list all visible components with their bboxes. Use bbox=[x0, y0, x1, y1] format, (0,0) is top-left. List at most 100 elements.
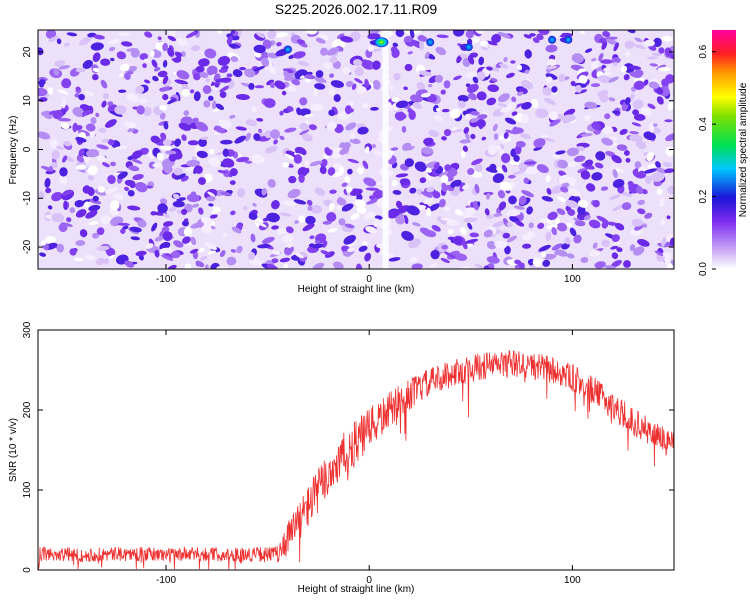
spectral-blob bbox=[341, 203, 354, 212]
spectral-blob bbox=[467, 167, 475, 176]
spectral-blob bbox=[550, 30, 563, 38]
spectral-blob bbox=[244, 132, 252, 142]
spectral-blob bbox=[426, 186, 435, 193]
spectral-blob bbox=[248, 82, 255, 90]
spectral-blob bbox=[198, 177, 206, 185]
spectral-blob bbox=[371, 143, 377, 149]
spectral-blob bbox=[580, 256, 589, 264]
spectral-blob bbox=[253, 44, 266, 54]
y-tick-label: 0 bbox=[22, 567, 33, 573]
x-tick-label: 100 bbox=[564, 575, 581, 586]
spectral-blob bbox=[267, 30, 277, 39]
spectral-blob bbox=[314, 83, 326, 90]
spectral-blob bbox=[486, 40, 498, 46]
spectral-blob bbox=[53, 68, 60, 76]
spectral-blob bbox=[356, 205, 367, 214]
spectral-blob bbox=[453, 30, 465, 37]
spectral-blob bbox=[145, 243, 154, 249]
spectral-blob bbox=[389, 85, 394, 91]
spectral-blob bbox=[88, 204, 101, 212]
spectral-blob bbox=[338, 196, 343, 201]
spectral-blob bbox=[333, 261, 344, 269]
spectral-blob bbox=[202, 85, 212, 94]
spectral-blob bbox=[656, 96, 664, 105]
spectral-blob bbox=[204, 264, 209, 269]
spectral-blob bbox=[471, 158, 483, 166]
spectral-blob bbox=[266, 79, 275, 86]
colorbar-label: Normalized spectral amplitude bbox=[738, 82, 749, 217]
spectral-blob bbox=[392, 189, 402, 195]
spectral-blob bbox=[440, 175, 449, 183]
spectral-blob bbox=[219, 91, 227, 98]
spectral-blob bbox=[295, 252, 304, 259]
spectral-blob bbox=[610, 245, 618, 250]
spectral-blob bbox=[200, 136, 209, 140]
spectral-blob bbox=[174, 51, 183, 58]
spectral-blob bbox=[60, 122, 70, 130]
spectral-blob bbox=[511, 111, 518, 116]
spectral-blob bbox=[174, 79, 189, 85]
spectral-blob bbox=[96, 154, 106, 163]
spectral-blob bbox=[651, 52, 662, 57]
spectral-blob bbox=[236, 156, 250, 163]
spectral-blob bbox=[271, 225, 279, 230]
spectral-blob bbox=[454, 209, 463, 216]
spectral-blob bbox=[416, 188, 423, 196]
colorbar-axis: 0.0 0.2 0.4 0.6 bbox=[698, 44, 716, 276]
spectral-blob bbox=[85, 210, 98, 219]
spectral-blob bbox=[48, 110, 57, 115]
spectral-blob bbox=[504, 117, 517, 125]
spectral-blob bbox=[156, 152, 164, 161]
spectral-blob bbox=[339, 147, 350, 155]
spectral-blob bbox=[412, 102, 422, 109]
spectral-blob bbox=[162, 252, 175, 259]
spectral-blob bbox=[364, 146, 370, 154]
spectral-blob bbox=[605, 151, 616, 157]
spectral-blob bbox=[66, 32, 78, 37]
spectral-blob bbox=[69, 207, 76, 214]
spectral-blob bbox=[508, 195, 517, 205]
spectral-blob bbox=[291, 78, 301, 86]
spectral-blob bbox=[81, 109, 93, 116]
spectral-blob bbox=[453, 236, 463, 245]
spectral-blob bbox=[253, 66, 266, 72]
spectral-blob bbox=[127, 205, 141, 211]
spectral-blob bbox=[585, 183, 596, 192]
y-tick-label: -10 bbox=[22, 191, 33, 206]
spectral-blob bbox=[592, 200, 600, 208]
spectral-blob bbox=[500, 153, 511, 164]
spectral-blob bbox=[526, 206, 533, 215]
spectral-blob bbox=[168, 206, 177, 212]
spectral-blob bbox=[416, 82, 426, 90]
spectral-blob bbox=[506, 210, 521, 217]
spectral-blob bbox=[485, 214, 495, 220]
spectral-blob bbox=[301, 133, 313, 142]
spectral-blob bbox=[131, 158, 143, 164]
spectral-blob bbox=[347, 168, 353, 175]
spectral-blob bbox=[40, 165, 54, 172]
spectral-blob bbox=[535, 108, 549, 119]
spectral-blob bbox=[57, 117, 71, 122]
spectral-blob bbox=[341, 182, 348, 187]
spectral-blob bbox=[274, 80, 286, 90]
spectral-blob bbox=[547, 211, 558, 221]
spectral-blob bbox=[577, 199, 589, 208]
spectral-blob bbox=[310, 103, 325, 112]
spectral-blob bbox=[597, 90, 609, 97]
spectral-blob bbox=[459, 139, 471, 144]
spectral-blob bbox=[484, 43, 489, 48]
spectral-blob bbox=[634, 37, 643, 43]
spectral-blob bbox=[539, 218, 548, 224]
spectral-blob bbox=[74, 199, 85, 208]
spectral-blob bbox=[584, 101, 598, 109]
spectral-blob bbox=[465, 72, 477, 78]
spectral-blob bbox=[282, 162, 290, 168]
spectral-blob bbox=[162, 139, 172, 146]
spectral-blob bbox=[623, 260, 631, 268]
spectral-blob bbox=[664, 256, 672, 265]
spectral-blob bbox=[217, 56, 231, 66]
spectral-blob bbox=[38, 87, 48, 97]
spectral-blob bbox=[84, 254, 96, 261]
spectral-blob bbox=[92, 232, 99, 239]
